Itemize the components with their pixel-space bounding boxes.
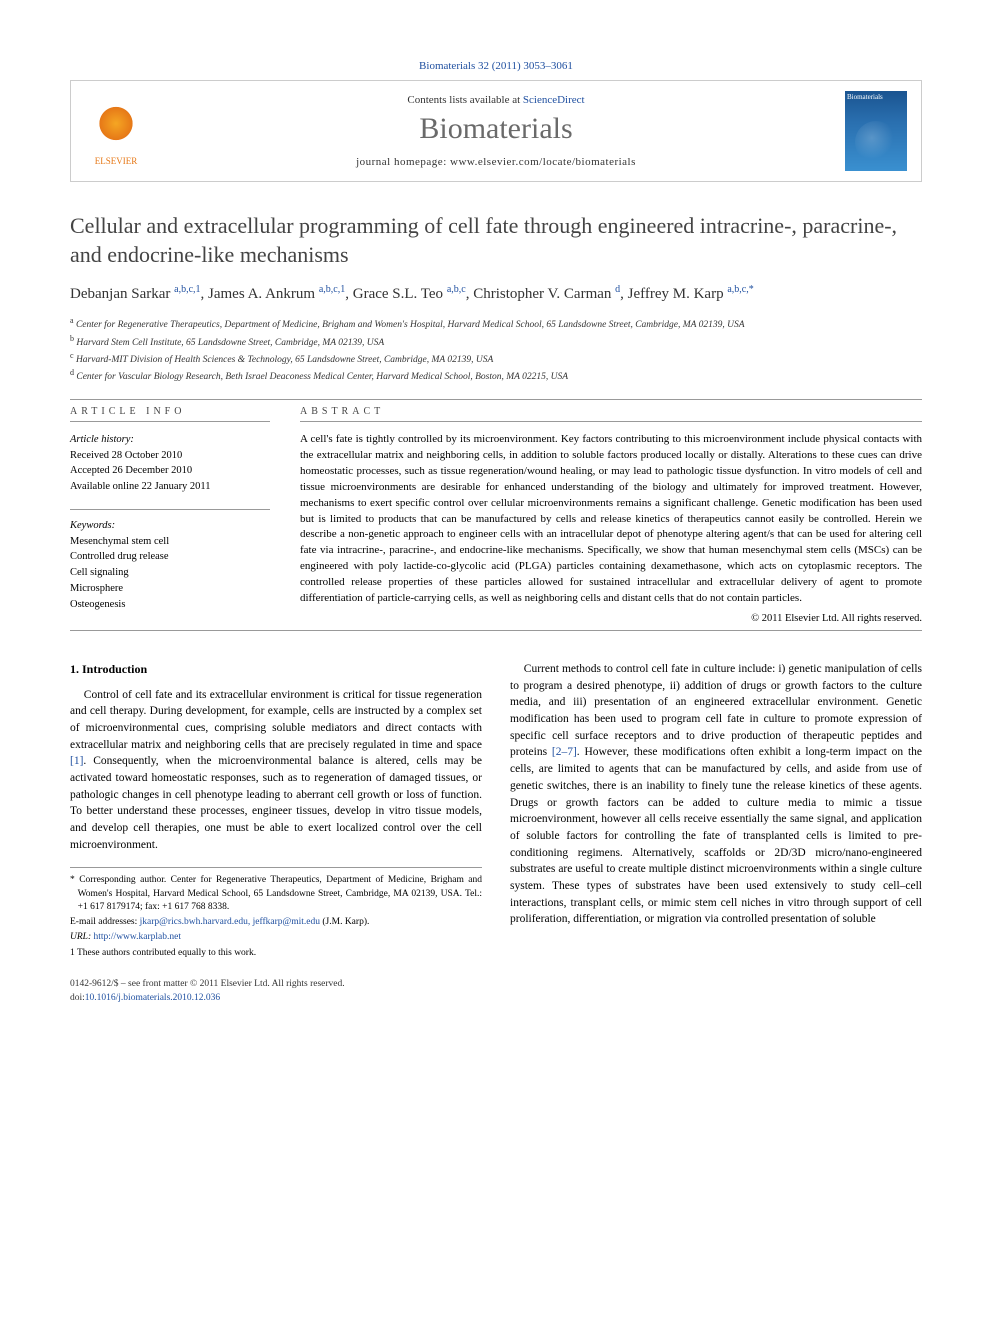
affiliation-item: d Center for Vascular Biology Research, … xyxy=(70,367,922,384)
affiliations: a Center for Regenerative Therapeutics, … xyxy=(70,315,922,385)
citation-header: Biomaterials 32 (2011) 3053–3061 xyxy=(70,60,922,72)
footer-left: 0142-9612/$ – see front matter © 2011 El… xyxy=(70,978,345,1006)
email-suffix: (J.M. Karp). xyxy=(320,917,369,927)
info-abstract-row: ARTICLE INFO Article history: Received 2… xyxy=(70,406,922,624)
citation-ref[interactable]: [1] xyxy=(70,755,83,767)
journal-name: Biomaterials xyxy=(161,112,831,146)
affiliation-item: c Harvard-MIT Division of Health Science… xyxy=(70,350,922,367)
keyword-item: Microsphere xyxy=(70,581,270,597)
journal-center: Contents lists available at ScienceDirec… xyxy=(161,94,831,168)
author-list: Debanjan Sarkar a,b,c,1, James A. Ankrum… xyxy=(70,283,922,305)
section-number: 1. xyxy=(70,662,79,676)
journal-cover-thumbnail[interactable]: Biomaterials xyxy=(845,91,907,171)
keyword-item: Cell signaling xyxy=(70,565,270,581)
article-title: Cellular and extracellular programming o… xyxy=(70,212,922,269)
article-history: Article history: Received 28 October 201… xyxy=(70,432,270,495)
keywords-label: Keywords: xyxy=(70,518,270,534)
online-date: Available online 22 January 2011 xyxy=(70,479,270,495)
keyword-item: Osteogenesis xyxy=(70,597,270,613)
body-column-left: 1. Introduction Control of cell fate and… xyxy=(70,661,482,1005)
history-label: Article history: xyxy=(70,432,270,448)
contents-prefix: Contents lists available at xyxy=(407,94,522,106)
abstract-label: ABSTRACT xyxy=(300,406,922,422)
publisher-name: ELSEVIER xyxy=(95,156,138,166)
body-paragraph: Current methods to control cell fate in … xyxy=(510,661,922,928)
journal-header-box: ELSEVIER Contents lists available at Sci… xyxy=(70,80,922,182)
keywords-block: Keywords: Mesenchymal stem cellControlle… xyxy=(70,509,270,613)
email-note: E-mail addresses: jkarp@rics.bwh.harvard… xyxy=(70,916,482,929)
doi-prefix: doi: xyxy=(70,993,85,1003)
body-paragraph: Control of cell fate and its extracellul… xyxy=(70,687,482,854)
url-note: URL: http://www.karplab.net xyxy=(70,931,482,944)
homepage-url[interactable]: www.elsevier.com/locate/biomaterials xyxy=(450,156,636,168)
contents-line: Contents lists available at ScienceDirec… xyxy=(161,94,831,106)
mid-divider xyxy=(70,630,922,631)
abstract-text: A cell's fate is tightly controlled by i… xyxy=(300,432,922,607)
email-label: E-mail addresses: xyxy=(70,917,140,927)
front-matter-line: 0142-9612/$ – see front matter © 2011 El… xyxy=(70,978,345,992)
keyword-item: Controlled drug release xyxy=(70,549,270,565)
sciencedirect-link[interactable]: ScienceDirect xyxy=(523,94,585,106)
elsevier-tree-icon xyxy=(91,106,141,156)
article-info-column: ARTICLE INFO Article history: Received 2… xyxy=(70,406,270,624)
article-page: Biomaterials 32 (2011) 3053–3061 ELSEVIE… xyxy=(0,0,992,1046)
article-info-label: ARTICLE INFO xyxy=(70,406,270,422)
footnotes: * Corresponding author. Center for Regen… xyxy=(70,867,482,960)
body-column-right: Current methods to control cell fate in … xyxy=(510,661,922,1005)
accepted-date: Accepted 26 December 2010 xyxy=(70,463,270,479)
author-url-link[interactable]: http://www.karplab.net xyxy=(94,932,182,942)
affiliation-item: a Center for Regenerative Therapeutics, … xyxy=(70,315,922,332)
doi-line: doi:10.1016/j.biomaterials.2010.12.036 xyxy=(70,992,345,1006)
abstract-column: ABSTRACT A cell's fate is tightly contro… xyxy=(300,406,922,624)
affiliation-item: b Harvard Stem Cell Institute, 65 Landsd… xyxy=(70,333,922,350)
corresponding-author-note: * Corresponding author. Center for Regen… xyxy=(70,874,482,914)
doi-link[interactable]: 10.1016/j.biomaterials.2010.12.036 xyxy=(85,993,220,1003)
homepage-prefix: journal homepage: xyxy=(356,156,450,168)
section-title: Introduction xyxy=(82,662,147,676)
homepage-line: journal homepage: www.elsevier.com/locat… xyxy=(161,156,831,168)
received-date: Received 28 October 2010 xyxy=(70,448,270,464)
page-footer: 0142-9612/$ – see front matter © 2011 El… xyxy=(70,978,482,1006)
body-columns: 1. Introduction Control of cell fate and… xyxy=(70,661,922,1005)
elsevier-logo[interactable]: ELSEVIER xyxy=(85,96,147,166)
abstract-copyright: © 2011 Elsevier Ltd. All rights reserved… xyxy=(300,613,922,624)
author-email-link[interactable]: jkarp@rics.bwh.harvard.edu, jeffkarp@mit… xyxy=(140,917,320,927)
section-heading: 1. Introduction xyxy=(70,661,482,678)
citation-ref[interactable]: [2–7] xyxy=(552,746,577,758)
cover-label: Biomaterials xyxy=(847,93,883,101)
top-divider xyxy=(70,399,922,400)
keyword-item: Mesenchymal stem cell xyxy=(70,534,270,550)
url-label: URL: xyxy=(70,932,94,942)
keywords-list: Mesenchymal stem cellControlled drug rel… xyxy=(70,534,270,613)
equal-contribution-note: 1 These authors contributed equally to t… xyxy=(70,947,482,960)
